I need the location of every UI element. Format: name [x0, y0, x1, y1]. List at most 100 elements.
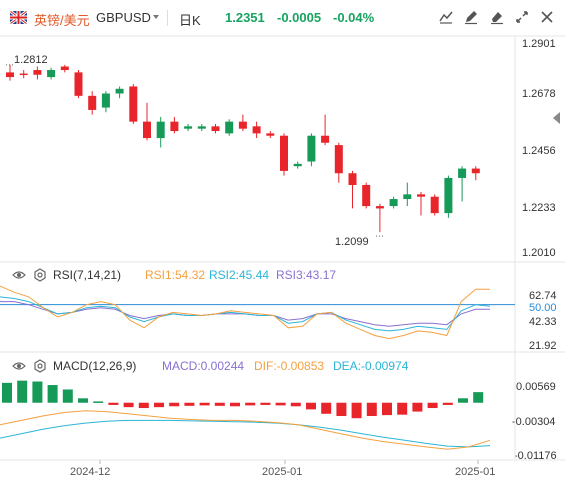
candle-body: [389, 199, 398, 207]
uk-flag-icon: [10, 11, 27, 24]
rsi3-value: RSI3:43.17: [276, 268, 337, 282]
candle-body: [129, 86, 138, 122]
candle-body: [101, 93, 110, 108]
candle-body: [47, 70, 56, 78]
candle-body: [403, 194, 412, 200]
scroll-right-icon[interactable]: [553, 112, 560, 124]
candle-body: [458, 168, 467, 178]
candle-body: [156, 121, 165, 139]
macd-label: MACD(12,26,9): [53, 359, 137, 373]
macd-bar: [17, 380, 28, 403]
macd-bar: [32, 381, 43, 403]
macd-axis-label: -0.01176: [514, 450, 557, 462]
rsi2-line: [0, 296, 491, 332]
candle-body: [280, 135, 288, 171]
macd-bar: [397, 402, 408, 415]
candle-body: [211, 126, 220, 132]
draw-icon[interactable]: [438, 9, 456, 27]
candle-body: [143, 121, 151, 139]
eye-icon[interactable]: [12, 268, 26, 282]
candle-body: [88, 95, 97, 110]
candle-body: [238, 121, 247, 129]
dea-line: [0, 419, 491, 448]
macd-bar: [123, 402, 134, 408]
price-axis-label: 1.2233: [522, 202, 556, 214]
symbol-name-cn[interactable]: 英镑/美元: [34, 13, 90, 28]
macd-bar: [275, 402, 286, 406]
macd-bar: [412, 402, 423, 412]
rsi-axis-label: 42.33: [529, 316, 557, 328]
gear-icon[interactable]: [33, 268, 47, 282]
macd-bar: [366, 402, 377, 416]
price-change-pct: -0.04%: [333, 10, 375, 25]
rsi2-value: RSI2:45.44: [209, 268, 270, 282]
rsi1-value: RSI1:54.32: [145, 268, 206, 282]
last-price: 1.2351: [225, 10, 265, 25]
gear-icon[interactable]: [33, 359, 47, 373]
pen-icon[interactable]: [463, 9, 481, 27]
period-selector[interactable]: 日K: [179, 13, 201, 28]
candle-body: [321, 135, 330, 143]
symbol-code[interactable]: GBPUSD: [96, 10, 151, 25]
macd-bar: [214, 402, 225, 406]
candle-body: [362, 184, 371, 207]
candle-body: [74, 72, 83, 96]
macd-bar: [442, 402, 453, 405]
candle-body: [307, 135, 316, 162]
price-change: -0.0005: [277, 10, 322, 25]
macd-bar: [47, 385, 58, 403]
candle-body: [197, 126, 206, 129]
price-axis-label: 1.2901: [522, 38, 556, 50]
macd-bar: [154, 402, 164, 408]
macd-axis-label: 0.00569: [516, 381, 556, 393]
candle-body: [471, 168, 480, 174]
macd-bar: [336, 402, 347, 416]
rsi-axis-label: 62.74: [529, 290, 557, 302]
rsi1-line: [0, 285, 490, 340]
macd-bar: [382, 402, 392, 416]
macd-bar: [93, 401, 104, 403]
macd-value: MACD:0.00244: [162, 359, 245, 373]
macd-bar: [245, 402, 256, 406]
macd-bar: [199, 402, 210, 406]
rsi-axis-label: 21.92: [529, 340, 557, 352]
candle-body: [348, 173, 357, 185]
divider: [167, 10, 168, 26]
macd-bar: [138, 402, 149, 409]
candle-body: [252, 126, 261, 134]
candle-body: [60, 66, 69, 71]
candle-body: [444, 177, 453, 214]
candle-body: [417, 194, 425, 197]
macd-bar: [62, 389, 73, 403]
candle-body: [293, 163, 302, 167]
rsi-label: RSI(7,14,21): [53, 268, 122, 282]
close-icon[interactable]: [539, 9, 557, 27]
macd-bar: [2, 382, 12, 403]
fullscreen-icon[interactable]: [514, 9, 532, 27]
candle-body: [6, 72, 14, 78]
macd-bar: [290, 402, 301, 407]
price-axis-label: 1.2456: [522, 145, 556, 157]
candle-body: [115, 88, 124, 94]
eye-icon[interactable]: [12, 359, 26, 373]
dif-value: DIF:-0.00853: [254, 359, 325, 373]
macd-bar: [306, 402, 316, 410]
macd-bar: [260, 402, 271, 405]
high-annotation: 1.2812: [14, 54, 48, 66]
price-axis-label: 1.2010: [522, 247, 556, 259]
date-label: 2024-12: [70, 466, 111, 478]
dea-value: DEA:-0.00974: [333, 359, 409, 373]
chevron-down-icon[interactable]: [153, 15, 159, 19]
macd-bar: [458, 398, 468, 403]
date-label: 2025-01: [455, 466, 496, 478]
macd-bar: [184, 402, 195, 406]
candle-body: [225, 121, 234, 134]
macd-bar: [427, 402, 438, 409]
eraser-icon[interactable]: [489, 9, 507, 27]
macd-bar: [321, 402, 332, 414]
chart-header: 英镑/美元 GBPUSD 日K 1.2351 -0.0005 -0.04%: [0, 0, 565, 36]
macd-bar: [78, 398, 88, 403]
price-axis-label: 1.2678: [522, 88, 556, 100]
candle-body: [375, 206, 384, 209]
